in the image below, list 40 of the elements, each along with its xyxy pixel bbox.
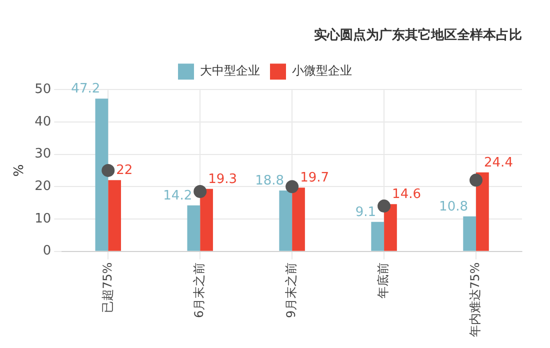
bar — [108, 180, 122, 251]
point — [286, 180, 299, 194]
data-label: 22 — [116, 163, 133, 178]
data-label: 9.1 — [355, 204, 376, 220]
x-tick-label: 6月末之前 — [192, 262, 206, 318]
bar — [463, 216, 476, 251]
x-tick-label: 9月末之前 — [284, 262, 298, 318]
data-label: 19.7 — [300, 170, 330, 186]
bar — [95, 98, 108, 251]
y-tick-label: 50 — [34, 82, 52, 97]
bar — [384, 204, 397, 251]
y-tick-label: 0 — [42, 244, 52, 259]
data-label: 24.4 — [484, 155, 513, 170]
y-tick-label: 10 — [34, 211, 52, 226]
point — [194, 184, 207, 198]
data-label: 14.6 — [392, 186, 421, 202]
x-tick-label: 年内难达75% — [468, 262, 482, 337]
legend-label: 大中型企业 — [200, 64, 260, 78]
bar — [292, 188, 305, 251]
legend-label: 小微型企业 — [292, 64, 352, 78]
bar — [279, 190, 292, 251]
point — [102, 164, 115, 177]
point — [378, 200, 391, 213]
data-label: 19.3 — [208, 172, 238, 187]
y-axis-title: % — [12, 164, 28, 177]
bar — [187, 205, 200, 251]
y-tick-label: 30 — [34, 146, 52, 162]
data-label: 18.8 — [255, 173, 284, 188]
bar — [200, 188, 213, 251]
bar — [371, 222, 384, 251]
bar — [476, 172, 489, 251]
x-tick-label: 年底前 — [376, 262, 390, 298]
y-tick-label: 40 — [34, 114, 52, 130]
x-tick-label: 已超75% — [100, 262, 114, 313]
y-tick-label: 20 — [34, 179, 52, 194]
data-label: 47.2 — [71, 82, 100, 97]
data-label: 14.2 — [163, 188, 192, 204]
chart-title: 实心圆点为广东其它地区全样本占比 — [314, 27, 522, 44]
data-label: 10.8 — [439, 199, 468, 214]
point — [470, 174, 483, 187]
